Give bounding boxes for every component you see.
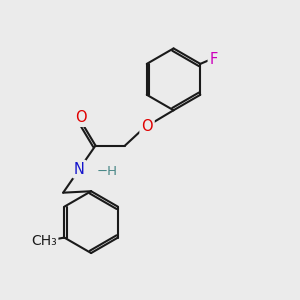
Text: F: F [209,52,218,67]
Text: O: O [75,110,87,125]
Text: CH₃: CH₃ [31,233,57,248]
Text: O: O [141,119,153,134]
Text: N: N [74,162,85,177]
Text: −H: −H [97,165,118,178]
